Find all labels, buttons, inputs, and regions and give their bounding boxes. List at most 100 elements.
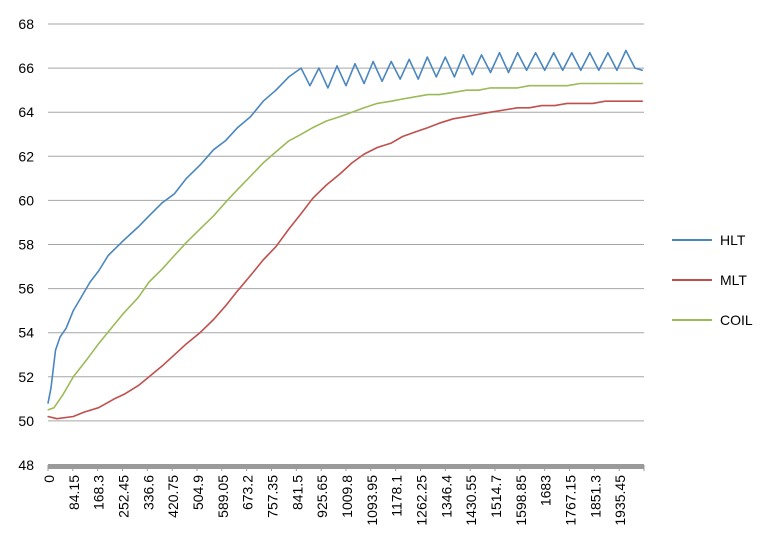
data-point-hlt	[535, 52, 537, 54]
x-tick-label: 1598.85	[513, 475, 529, 526]
data-point-hlt	[363, 82, 365, 85]
data-point-hlt	[462, 54, 464, 56]
data-point-mlt	[629, 100, 632, 102]
data-point-mlt	[288, 228, 290, 230]
data-point-mlt	[262, 259, 264, 261]
data-point-hlt	[309, 85, 311, 87]
data-point-mlt	[503, 109, 505, 111]
data-point-mlt	[604, 100, 606, 102]
data-point-hlt	[137, 226, 139, 228]
legend-label-hlt: HLT	[720, 232, 746, 248]
data-point-hlt	[390, 60, 392, 63]
data-point-mlt	[325, 184, 327, 186]
series-line-coil	[47, 82, 643, 411]
data-point-mlt	[402, 135, 404, 138]
data-point-coil	[262, 162, 264, 164]
data-point-hlt	[72, 310, 74, 312]
x-tick-label: 1514.7	[488, 475, 504, 518]
data-point-hlt	[417, 78, 419, 80]
data-point-mlt	[617, 100, 620, 102]
data-point-mlt	[465, 116, 467, 118]
data-point-hlt	[426, 56, 428, 58]
data-point-mlt	[83, 411, 85, 413]
data-point-hlt	[161, 202, 163, 204]
data-point-mlt	[72, 415, 74, 418]
data-point-hlt	[327, 87, 329, 89]
x-tick-label: 84.15	[66, 475, 82, 510]
data-point-mlt	[113, 398, 115, 400]
data-point-hlt	[318, 67, 320, 69]
data-point-mlt	[161, 365, 163, 367]
data-point-coil	[148, 281, 150, 283]
data-point-hlt	[250, 116, 252, 118]
y-tick-label: 58	[18, 237, 34, 253]
x-tick-label: 504.9	[190, 475, 206, 510]
data-point-mlt	[592, 102, 594, 104]
data-point-hlt	[634, 67, 636, 69]
data-point-hlt	[148, 215, 150, 217]
x-tick-label: 1009.8	[339, 475, 355, 518]
data-point-mlt	[237, 290, 239, 292]
data-point-mlt	[517, 107, 519, 109]
data-point-hlt	[107, 254, 109, 257]
data-point-mlt	[363, 153, 365, 155]
data-point-coil	[47, 409, 49, 411]
data-point-hlt	[98, 270, 100, 272]
data-point-hlt	[54, 349, 57, 351]
y-tick-label: 52	[18, 369, 34, 385]
data-point-mlt	[56, 418, 58, 420]
data-point-coil	[86, 358, 88, 360]
x-tick-label: 1262.25	[414, 475, 430, 526]
data-point-coil	[72, 376, 74, 378]
data-point-coil	[199, 228, 201, 230]
data-point-coil	[275, 151, 277, 153]
x-tick-label: 1178.1	[389, 475, 405, 517]
data-point-coil	[173, 254, 175, 257]
data-point-hlt	[185, 177, 188, 179]
x-tick-label: 757.35	[265, 475, 281, 518]
y-tick-label: 66	[18, 60, 34, 76]
data-point-coil	[53, 407, 55, 409]
data-point-coil	[98, 343, 100, 345]
data-point-hlt	[372, 60, 374, 63]
x-tick-label: 336.6	[140, 475, 156, 510]
data-point-hlt	[625, 49, 627, 52]
data-point-hlt	[641, 69, 644, 71]
data-point-coil	[62, 393, 64, 395]
data-point-coil	[465, 89, 467, 91]
data-point-hlt	[173, 193, 175, 195]
series-line-hlt	[47, 49, 643, 404]
data-point-hlt	[345, 85, 347, 87]
data-point-coil	[325, 120, 327, 122]
data-point-hlt	[89, 281, 91, 283]
data-point-coil	[300, 133, 302, 135]
data-point-hlt	[123, 239, 125, 241]
x-tick-label: 673.2	[240, 475, 256, 510]
data-point-mlt	[137, 385, 139, 387]
data-point-hlt	[262, 100, 264, 102]
x-tick-label: 589.05	[215, 475, 231, 518]
data-point-hlt	[80, 296, 82, 298]
data-point-mlt	[427, 127, 429, 129]
data-point-hlt	[275, 89, 277, 91]
data-point-mlt	[477, 113, 479, 115]
data-point-hlt	[471, 74, 473, 76]
data-point-coil	[110, 327, 112, 329]
data-point-hlt	[59, 336, 61, 338]
data-point-coil	[237, 188, 239, 190]
data-point-mlt	[213, 318, 215, 321]
data-point-coil	[312, 127, 314, 129]
data-point-mlt	[528, 107, 530, 109]
x-tick-label: 0	[41, 475, 57, 483]
y-tick-label: 54	[18, 325, 34, 341]
data-point-hlt	[616, 69, 618, 71]
data-point-mlt	[185, 343, 188, 345]
data-point-hlt	[544, 69, 546, 71]
legend: HLT MLT COIL	[672, 232, 753, 328]
y-tick-label: 60	[18, 192, 34, 208]
x-tick-label: 1430.55	[463, 475, 479, 526]
y-tick-label: 68	[18, 16, 34, 32]
x-tick-label: 1093.95	[364, 475, 380, 526]
data-point-mlt	[351, 162, 353, 164]
